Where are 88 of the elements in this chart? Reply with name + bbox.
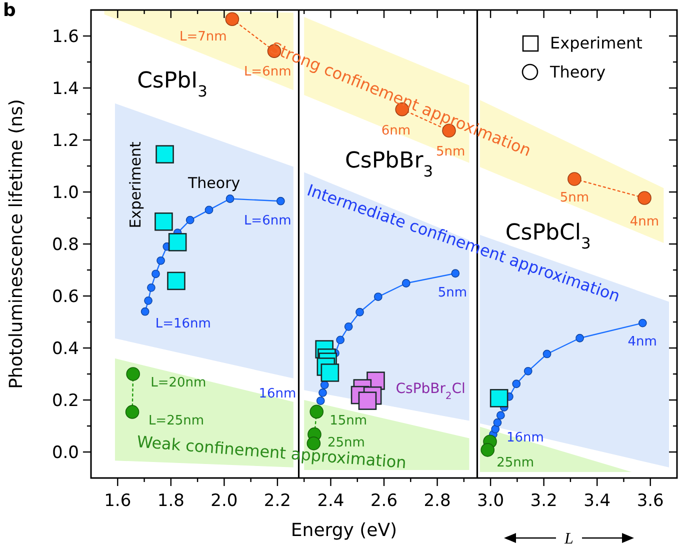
annotation: L=20nm xyxy=(150,376,206,391)
point xyxy=(568,172,582,186)
y-tick-label: 1.0 xyxy=(52,182,79,203)
annotation: 16nm xyxy=(506,430,544,446)
point xyxy=(147,283,156,292)
y-tick-label: 1.4 xyxy=(52,78,79,99)
annotation: 4nm xyxy=(630,214,660,230)
annotation: Experiment xyxy=(550,34,642,53)
text: b xyxy=(3,0,16,21)
point xyxy=(225,12,240,26)
annotation: Theory xyxy=(549,62,606,82)
point xyxy=(638,191,652,205)
annotation: CsPbI$_{3}$ xyxy=(137,68,208,101)
point xyxy=(493,418,502,427)
annotation: CsPbBr$_{2}$Cl xyxy=(396,380,466,402)
annotation: 4nm xyxy=(628,334,657,350)
point xyxy=(524,366,532,376)
point xyxy=(320,364,340,382)
x-tick-label: 2.8 xyxy=(424,491,451,511)
annotation: 5nm xyxy=(438,286,468,301)
x-tick-label: 3.2 xyxy=(530,491,558,511)
annotation: Theory xyxy=(186,174,240,192)
point xyxy=(374,292,382,301)
point xyxy=(167,272,186,290)
point xyxy=(638,318,647,328)
annotation: L=6nm xyxy=(244,214,292,229)
point xyxy=(186,216,194,224)
annotation: 5nm xyxy=(560,190,590,206)
point xyxy=(356,308,364,316)
point xyxy=(126,367,140,381)
x-tick-label: 2.2 xyxy=(264,491,291,511)
point xyxy=(276,196,285,206)
y-axis-title: Photoluminescence lifetime (ns) xyxy=(6,99,27,389)
x-tick-label: 1.8 xyxy=(157,491,184,511)
y-tick-label: 0.2 xyxy=(52,390,79,411)
point xyxy=(344,322,353,331)
y-tick-label: 1.6 xyxy=(52,26,79,47)
annotation: CsPbBr$_{3}$ xyxy=(345,148,434,181)
x-tick-label: 3.0 xyxy=(477,491,504,511)
point xyxy=(306,436,321,450)
y-tick-label: 0.8 xyxy=(52,234,79,255)
point xyxy=(512,380,521,388)
point xyxy=(402,279,410,288)
x-tick-label: 3.6 xyxy=(636,491,664,511)
point xyxy=(140,307,150,316)
x-axis-title: Energy (eV) xyxy=(290,520,398,541)
annotation: L=25nm xyxy=(148,414,204,429)
point xyxy=(316,396,325,405)
annotation: 25nm xyxy=(327,436,365,451)
point xyxy=(152,270,160,278)
annotation: 15nm xyxy=(330,414,368,429)
point xyxy=(496,411,505,420)
y-tick-label: 0.4 xyxy=(52,338,79,359)
annotation: L=7nm xyxy=(179,30,227,45)
point xyxy=(480,443,495,457)
point xyxy=(542,350,552,358)
x-tick-label: 1.6 xyxy=(104,491,132,511)
point xyxy=(576,334,584,342)
point xyxy=(156,256,165,265)
point xyxy=(318,388,327,397)
x-tick-label: 2.4 xyxy=(317,491,344,511)
point xyxy=(154,212,173,231)
x-tick-label: 2.6 xyxy=(370,491,398,511)
point xyxy=(226,194,234,203)
x-tick-label: 3.4 xyxy=(584,491,611,511)
annotation: Experiment xyxy=(126,142,145,228)
point xyxy=(490,389,508,408)
point xyxy=(168,233,187,252)
point xyxy=(204,206,214,214)
annotation: CsPbCl$_{3}$ xyxy=(505,220,591,253)
annotation: 25nm xyxy=(496,455,534,470)
x-tick-label: 2.0 xyxy=(210,491,238,511)
annotation: 16nm xyxy=(258,386,296,402)
point xyxy=(451,269,460,278)
annotation: L=16nm xyxy=(155,316,211,332)
point xyxy=(144,296,152,305)
point xyxy=(125,405,140,419)
y-tick-label: 0.0 xyxy=(52,442,79,463)
point xyxy=(310,404,324,419)
y-tick-label: 0.6 xyxy=(52,286,79,307)
point xyxy=(156,145,174,164)
y-tick-label: 1.2 xyxy=(52,130,79,151)
annotation: 6nm xyxy=(381,124,411,139)
point xyxy=(491,424,500,434)
point xyxy=(336,336,345,344)
point xyxy=(358,392,377,410)
text: L xyxy=(564,530,574,547)
point xyxy=(320,380,329,390)
